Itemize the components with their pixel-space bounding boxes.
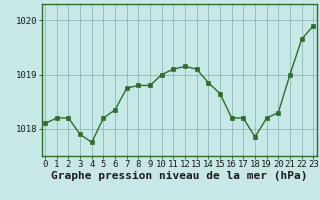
X-axis label: Graphe pression niveau de la mer (hPa): Graphe pression niveau de la mer (hPa) [51,171,308,181]
